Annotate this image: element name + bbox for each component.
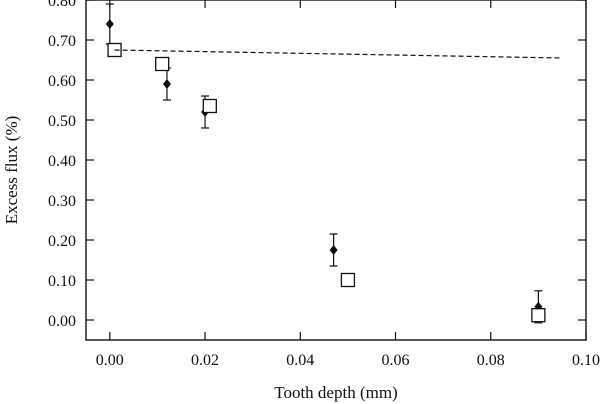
x-tick-label: 0.10 xyxy=(572,352,600,369)
y-tick-label: 0.30 xyxy=(48,193,76,210)
y-tick-label: 0.70 xyxy=(48,33,76,50)
y-axis-title: Excess flux (%) xyxy=(2,116,21,225)
x-tick-label: 0.06 xyxy=(382,352,410,369)
y-tick-label: 0.20 xyxy=(48,233,76,250)
plot-frame xyxy=(85,0,587,341)
x-tick-label: 0.08 xyxy=(477,352,505,369)
axis-ticks: 0.00 0.02 0.04 0.06 0.08 0.10 0.00 0.10 0.20 0.30… xyxy=(48,0,600,369)
open-square-point xyxy=(202,98,217,114)
y-tick-label: 0.50 xyxy=(48,113,76,130)
y-tick-label: 0.60 xyxy=(48,73,76,90)
filled-diamond-point xyxy=(329,245,338,255)
open-square-point xyxy=(340,272,356,288)
y-tick-label: 0.40 xyxy=(48,153,76,170)
dashed-trend-line xyxy=(114,49,563,59)
x-tick-label: 0.00 xyxy=(96,352,124,369)
filled-diamond-point xyxy=(162,79,171,89)
x-tick-label: 0.04 xyxy=(286,352,314,369)
open-square-point xyxy=(531,308,546,323)
x-tick-label: 0.02 xyxy=(191,352,219,369)
data-marks xyxy=(105,3,563,324)
y-tick-label: 0.00 xyxy=(48,313,76,330)
y-tick-label: 0.80 xyxy=(48,0,76,10)
y-tick-label: 0.10 xyxy=(48,273,76,290)
x-axis-title: Tooth depth (mm) xyxy=(274,383,397,402)
open-square-point xyxy=(155,56,170,72)
filled-diamond-point xyxy=(105,19,114,29)
